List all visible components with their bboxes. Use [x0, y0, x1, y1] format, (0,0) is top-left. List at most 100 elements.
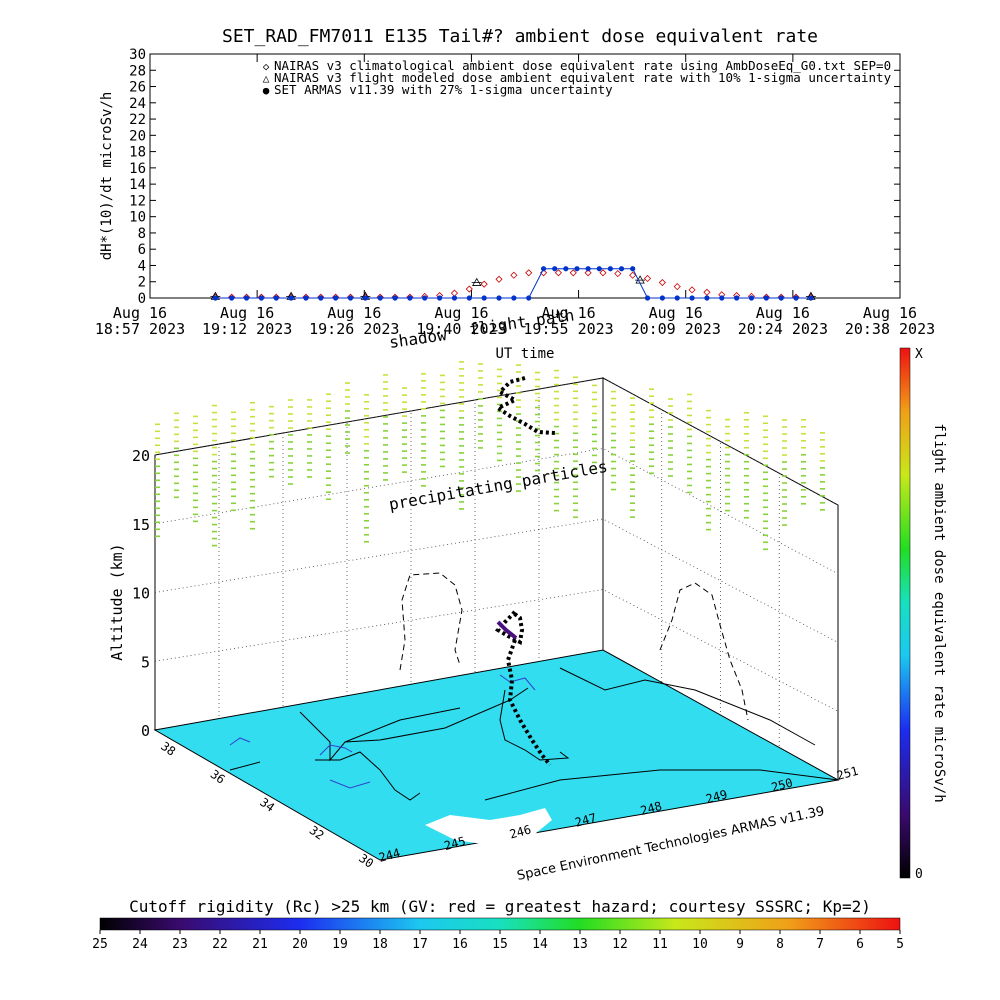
circle-marker: [540, 266, 547, 272]
x-tick-time: 19:12 2023: [202, 320, 292, 338]
cutoff-tick-label: 20: [292, 937, 308, 952]
latitude-tick-label: 30: [356, 851, 376, 871]
circle-marker: [333, 295, 339, 301]
x-tick-day: Aug 16: [649, 304, 703, 322]
diamond-marker: [673, 283, 681, 291]
dose-colorbar-bar: [899, 347, 911, 879]
longitude-tick-label: 250: [770, 775, 795, 794]
dose-colorbar-top-label: X: [915, 347, 923, 362]
circle-marker: [596, 266, 602, 272]
legend-symbol: ●: [263, 84, 270, 97]
diamond-marker: [525, 269, 533, 277]
y-tick-label: 16: [129, 161, 146, 177]
circle-marker: [318, 295, 324, 301]
latitude-tick-label: 32: [307, 823, 327, 843]
legend-entry: NAIRAS v3 climatological ambient dose eq…: [274, 58, 891, 73]
longitude-tick-label: 248: [639, 799, 664, 818]
diamond-marker: [614, 270, 622, 278]
circle-marker: [288, 295, 294, 301]
y-tick-label: 14: [129, 177, 146, 193]
cutoff-colorbar-title: Cutoff rigidity (Rc) >25 km (GV: red = g…: [129, 897, 871, 916]
wall-grid: [154, 377, 839, 781]
altitude-tick-label: 10: [132, 585, 150, 603]
cutoff-tick-label: 17: [412, 937, 428, 952]
x-tick-time: 20:24 2023: [738, 320, 828, 338]
circle-marker: [618, 266, 625, 272]
cutoff-tick-label: 9: [736, 937, 744, 952]
cutoff-tick-label: 8: [776, 937, 784, 952]
circle-marker: [258, 295, 264, 301]
circle-marker: [496, 295, 502, 301]
x-tick-time: 19:40 2023: [416, 320, 506, 338]
dose-colorbar-title: flight ambient dose equivalent rate micr…: [931, 423, 947, 802]
y-tick-label: 24: [129, 96, 146, 112]
x-tick-day: Aug 16: [863, 304, 917, 322]
diamond-marker: [495, 275, 503, 283]
circle-marker: [607, 266, 613, 272]
altitude-ticks: 0 5 10 15 20: [132, 447, 150, 740]
y-tick-label: 12: [129, 193, 146, 209]
cutoff-tick-label: 5: [896, 937, 904, 952]
altitude-tick-label: 0: [141, 722, 150, 740]
cutoff-colorbar-ticks: 25 24 23 22 21 20 19 18 17 16 15 14 13 12 11 10 9 8 7 6 5: [92, 930, 904, 952]
cutoff-tick-label: 18: [372, 937, 388, 952]
figure-title: SET_RAD_FM7011 E135 Tail#? ambient dose …: [222, 26, 818, 47]
grid-line-altitude: [154, 518, 839, 643]
circle-marker: [229, 295, 235, 301]
diamond-marker: [599, 269, 607, 277]
diamond-marker: [629, 271, 637, 279]
diamond-marker: [658, 278, 666, 287]
circle-marker: [585, 266, 591, 272]
top-plot-legend: ◇ NAIRAS v3 climatological ambient dose e…: [263, 58, 892, 97]
longitude-tick-label: 251: [835, 764, 860, 783]
y-tick-label: 18: [129, 145, 146, 161]
circle-marker: [763, 295, 769, 301]
x-tick-time: 19:26 2023: [309, 320, 399, 338]
surface-white-patch: [425, 808, 552, 845]
grid-line-altitude: [154, 377, 839, 506]
x-tick-time: 20:09 2023: [631, 320, 721, 338]
cutoff-colorbar: Cutoff rigidity (Rc) >25 km (GV: red = g…: [92, 897, 904, 952]
top-plot-series: [210, 266, 816, 301]
cutoff-tick-label: 19: [332, 937, 348, 952]
circle-marker: [778, 295, 784, 301]
x-tick-day: Aug 16: [756, 304, 810, 322]
diamond-marker: [703, 288, 711, 296]
legend-entry: SET ARMAS v11.39 with 27% 1-sigma uncert…: [274, 82, 613, 97]
circle-marker: [466, 295, 472, 301]
cutoff-tick-label: 12: [612, 937, 628, 952]
y-tick-label: 8: [138, 226, 146, 242]
longitude-tick-label: 246: [508, 822, 533, 841]
circle-marker: [362, 295, 368, 301]
x-tick-day: Aug 16: [541, 304, 595, 322]
circle-marker: [808, 295, 814, 301]
diamond-marker: [643, 274, 652, 283]
scene-3d: Altitude (km) 0 5 10 15 20 38 36 34 32 30 244 245…: [108, 305, 860, 884]
cutoff-tick-label: 15: [492, 937, 508, 952]
cutoff-tick-label: 23: [172, 937, 188, 952]
triangle-marker: [472, 277, 482, 286]
circle-marker: [793, 295, 799, 301]
circle-marker: [511, 295, 517, 301]
diamond-marker: [510, 271, 518, 279]
circle-marker: [451, 295, 458, 301]
x-tick-day: Aug 16: [113, 304, 167, 322]
cutoff-tick-label: 7: [816, 937, 824, 952]
circle-marker: [719, 295, 725, 301]
cutoff-tick-label: 24: [132, 937, 148, 952]
cutoff-tick-label: 11: [652, 937, 668, 952]
precipitating-particles: [155, 361, 825, 551]
diamond-marker: [480, 280, 488, 288]
longitude-tick-label: 249: [704, 787, 729, 806]
circle-marker: [563, 266, 569, 272]
y-tick-label: 10: [129, 210, 146, 226]
altitude-tick-label: 5: [141, 653, 150, 671]
top-plot: dH*(10)/dt microSv/h 0246810121416182022…: [95, 47, 935, 362]
circle-marker: [303, 295, 309, 301]
x-tick-day: Aug 16: [220, 304, 274, 322]
flight-path-purple: [496, 620, 518, 640]
latitude-tick-label: 38: [158, 739, 178, 759]
y-tick-label: 0: [138, 291, 146, 307]
circle-marker: [674, 295, 680, 301]
